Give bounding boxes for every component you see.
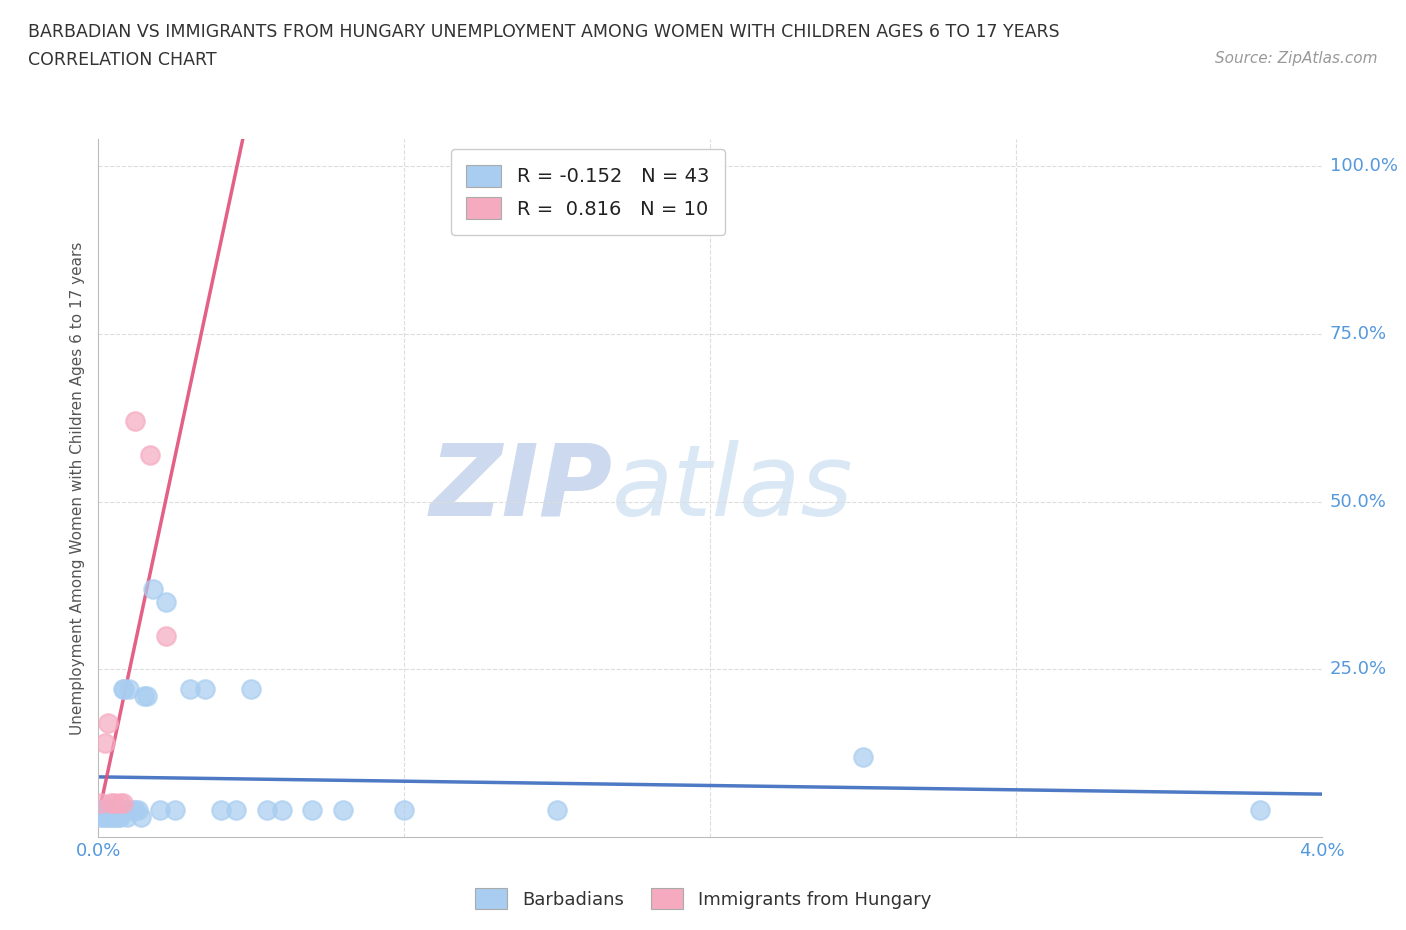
Text: 75.0%: 75.0% bbox=[1330, 325, 1388, 343]
Text: ZIP: ZIP bbox=[429, 440, 612, 537]
Text: atlas: atlas bbox=[612, 440, 853, 537]
Point bbox=[124, 803, 146, 817]
Point bbox=[270, 803, 294, 817]
Point bbox=[93, 736, 115, 751]
Point bbox=[1249, 803, 1271, 817]
Point bbox=[194, 682, 217, 697]
Point bbox=[107, 809, 129, 824]
Point bbox=[136, 689, 159, 704]
Point bbox=[90, 809, 112, 824]
Point bbox=[93, 803, 115, 817]
Point bbox=[142, 581, 165, 596]
Text: Source: ZipAtlas.com: Source: ZipAtlas.com bbox=[1215, 51, 1378, 66]
Point bbox=[127, 803, 149, 817]
Point bbox=[89, 803, 111, 817]
Point bbox=[98, 803, 121, 817]
Point bbox=[240, 682, 263, 697]
Point bbox=[94, 809, 117, 824]
Point bbox=[115, 803, 138, 817]
Point bbox=[105, 803, 128, 817]
Point bbox=[121, 803, 143, 817]
Point bbox=[103, 796, 125, 811]
Point bbox=[118, 682, 141, 697]
Point bbox=[134, 689, 156, 704]
Point bbox=[155, 629, 177, 644]
Point bbox=[546, 803, 568, 817]
Point bbox=[108, 809, 131, 824]
Point bbox=[392, 803, 416, 817]
Point bbox=[103, 803, 125, 817]
Point bbox=[97, 715, 120, 730]
Point bbox=[332, 803, 354, 817]
Point bbox=[149, 803, 172, 817]
Point bbox=[163, 803, 186, 817]
Point bbox=[104, 809, 127, 824]
Point bbox=[110, 803, 132, 817]
Point bbox=[97, 809, 120, 824]
Text: CORRELATION CHART: CORRELATION CHART bbox=[28, 51, 217, 69]
Point bbox=[139, 447, 162, 462]
Point bbox=[225, 803, 247, 817]
Point bbox=[101, 809, 124, 824]
Legend: Barbadians, Immigrants from Hungary: Barbadians, Immigrants from Hungary bbox=[468, 881, 938, 916]
Point bbox=[117, 809, 139, 824]
Text: 25.0%: 25.0% bbox=[1330, 660, 1388, 678]
Point bbox=[108, 796, 131, 811]
Point bbox=[111, 796, 134, 811]
Point bbox=[91, 809, 114, 824]
Point bbox=[852, 749, 875, 764]
Text: BARBADIAN VS IMMIGRANTS FROM HUNGARY UNEMPLOYMENT AMONG WOMEN WITH CHILDREN AGES: BARBADIAN VS IMMIGRANTS FROM HUNGARY UNE… bbox=[28, 23, 1060, 41]
Legend: R = -0.152   N = 43, R =  0.816   N = 10: R = -0.152 N = 43, R = 0.816 N = 10 bbox=[451, 149, 724, 235]
Point bbox=[301, 803, 323, 817]
Point bbox=[111, 682, 134, 697]
Point bbox=[179, 682, 201, 697]
Point bbox=[90, 796, 112, 811]
Point bbox=[100, 809, 122, 824]
Point bbox=[256, 803, 278, 817]
Point bbox=[155, 595, 177, 610]
Text: 100.0%: 100.0% bbox=[1330, 157, 1398, 176]
Point bbox=[129, 809, 152, 824]
Y-axis label: Unemployment Among Women with Children Ages 6 to 17 years: Unemployment Among Women with Children A… bbox=[70, 242, 86, 735]
Point bbox=[124, 414, 146, 429]
Text: 50.0%: 50.0% bbox=[1330, 493, 1386, 511]
Point bbox=[112, 682, 135, 697]
Point bbox=[100, 796, 122, 811]
Point bbox=[209, 803, 232, 817]
